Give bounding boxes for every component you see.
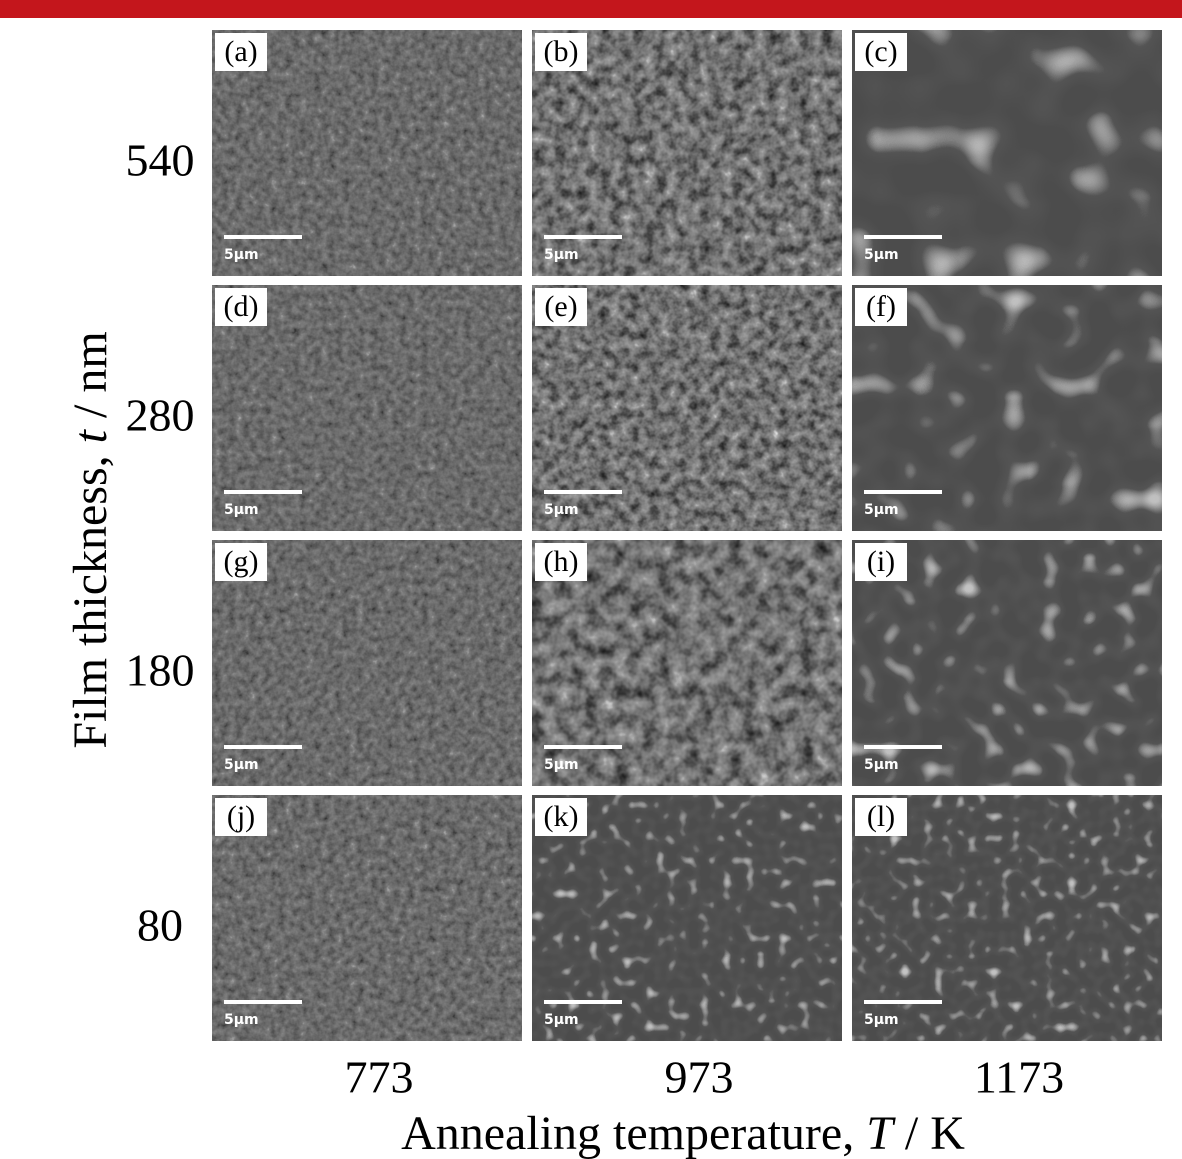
panel-label-box (535, 288, 587, 326)
scale-bar (864, 490, 942, 494)
row-label: 280 (126, 390, 195, 441)
scale-bar (224, 235, 302, 239)
y-label-var: t (64, 428, 117, 443)
panel-label-box (855, 543, 907, 581)
scale-text: 5μm (224, 502, 259, 518)
column-label: 773 (345, 1052, 414, 1103)
x-axis-label: Annealing temperature, T / K (401, 1107, 965, 1159)
panel-label: (g) (224, 545, 259, 578)
scale-bar (544, 490, 622, 494)
column-label: 973 (665, 1052, 734, 1103)
row-label: 180 (126, 645, 195, 696)
scale-bar (544, 745, 622, 749)
panel-label: (e) (544, 290, 577, 323)
x-label-unit: / K (893, 1107, 965, 1159)
panel-label: (j) (227, 800, 255, 833)
panel-label-box (535, 543, 587, 581)
panel-label: (i) (867, 545, 895, 578)
panel-label-box (215, 288, 267, 326)
panel-label: (d) (224, 290, 259, 323)
panel-label: (l) (867, 800, 895, 833)
scale-text: 5μm (224, 1012, 259, 1028)
scale-bar (224, 1000, 302, 1004)
panel-label: (a) (224, 35, 257, 68)
panel-label-box (215, 543, 267, 581)
scale-text: 5μm (544, 247, 579, 263)
panel-label-box (855, 288, 907, 326)
panel-label-box (855, 798, 907, 836)
scale-bar (864, 1000, 942, 1004)
panel-label-box (215, 798, 267, 836)
header-bar (0, 0, 1182, 18)
scale-text: 5μm (224, 757, 259, 773)
x-label-var: T (866, 1107, 896, 1159)
panel-label-box (535, 798, 587, 836)
scale-bar (864, 745, 942, 749)
scale-text: 5μm (864, 247, 899, 263)
scale-text: 5μm (544, 502, 579, 518)
y-axis-label: Film thickness, t / nm (64, 331, 117, 748)
y-label-text: Film thickness, (64, 443, 117, 748)
scale-text: 5μm (544, 1012, 579, 1028)
panel-label: (b) (544, 35, 579, 68)
panel-label: (f) (866, 290, 896, 323)
panel-label-box (215, 33, 267, 71)
column-label: 1173 (974, 1052, 1064, 1103)
panel-label: (k) (544, 800, 579, 833)
panel-label: (h) (544, 545, 579, 578)
scale-text: 5μm (544, 757, 579, 773)
y-label-unit: / nm (64, 331, 117, 430)
scale-bar (544, 235, 622, 239)
panel-label-box (535, 33, 587, 71)
scale-text: 5μm (864, 502, 899, 518)
scale-text: 5μm (224, 247, 259, 263)
scale-bar (544, 1000, 622, 1004)
scale-bar (224, 490, 302, 494)
row-label: 80 (137, 900, 183, 951)
x-label-text: Annealing temperature, (401, 1107, 866, 1159)
scale-bar (224, 745, 302, 749)
panel-label-box (855, 33, 907, 71)
scale-text: 5μm (864, 1012, 899, 1028)
panel-label: (c) (864, 35, 897, 68)
scale-bar (864, 235, 942, 239)
row-label: 540 (126, 135, 195, 186)
scale-text: 5μm (864, 757, 899, 773)
